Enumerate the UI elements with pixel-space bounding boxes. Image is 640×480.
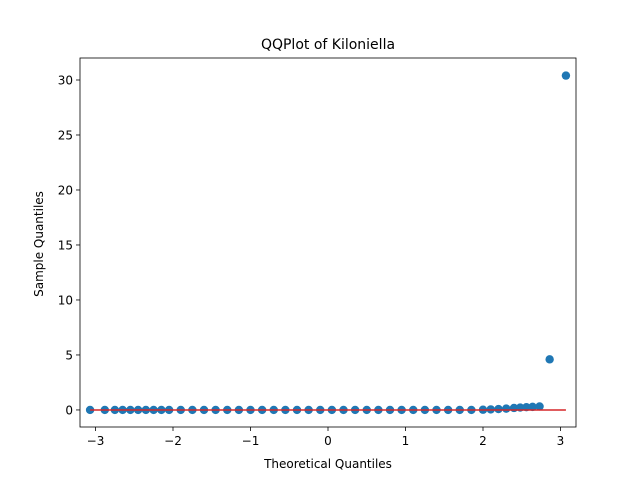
- y-tick-label: 5: [65, 348, 73, 362]
- data-point: [545, 355, 554, 364]
- y-tick-label: 20: [58, 183, 73, 197]
- x-tick-label: 0: [324, 434, 332, 448]
- data-point: [535, 402, 544, 411]
- x-axis-label: Theoretical Quantiles: [263, 457, 392, 471]
- y-tick-label: 10: [58, 293, 73, 307]
- y-tick-label: 15: [58, 238, 73, 252]
- x-tick-label: 1: [402, 434, 410, 448]
- x-tick-label: 3: [557, 434, 565, 448]
- y-tick-label: 30: [58, 73, 73, 87]
- y-tick-label: 0: [65, 403, 73, 417]
- data-point: [561, 71, 571, 80]
- x-tick-label: −2: [164, 434, 182, 448]
- data-point: [502, 404, 511, 413]
- chart-title: QQPlot of Kiloniella: [261, 37, 395, 53]
- data-point: [494, 404, 503, 414]
- data-point: [528, 402, 537, 412]
- x-tick-label: −3: [87, 434, 105, 448]
- x-tick-label: 2: [479, 434, 487, 448]
- y-tick-label: 25: [58, 128, 73, 142]
- y-axis-label: Sample Quantiles: [32, 191, 46, 297]
- x-tick-label: −1: [242, 434, 260, 448]
